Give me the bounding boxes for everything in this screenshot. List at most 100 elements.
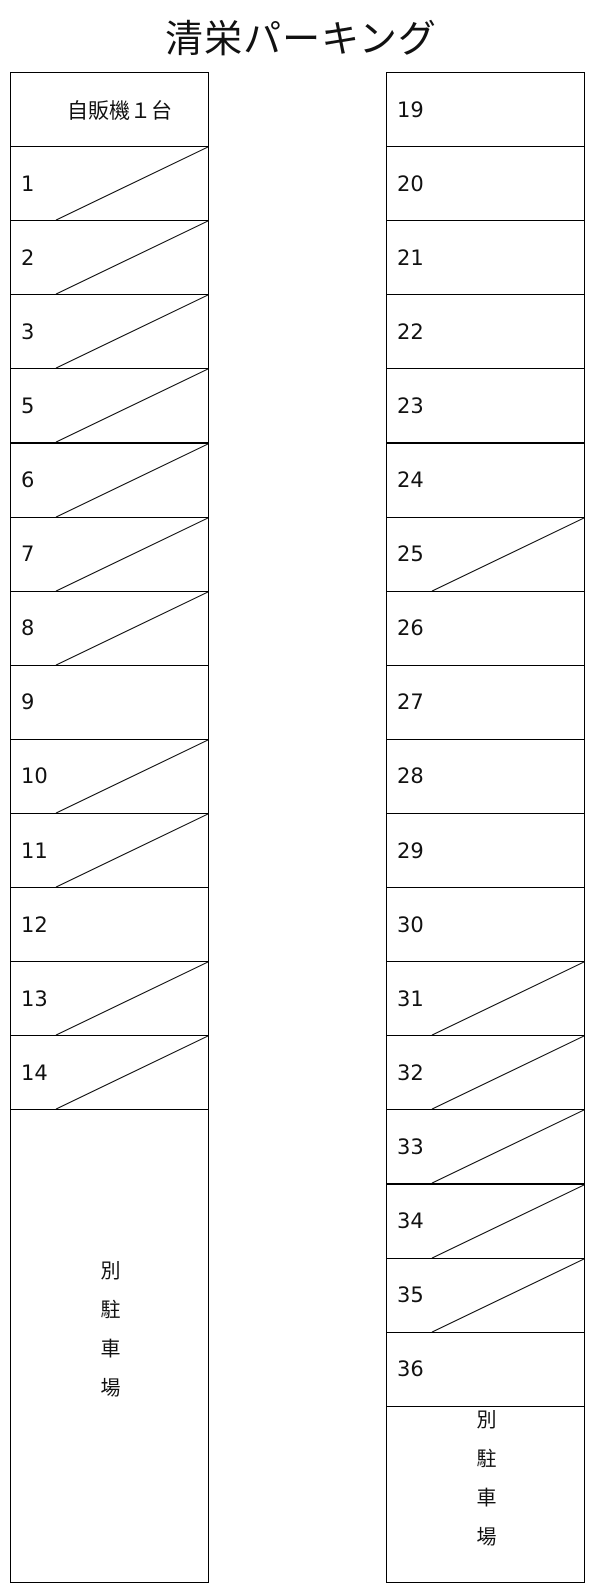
- parking-slot[interactable]: 11: [10, 813, 209, 889]
- slot-number: 31: [397, 986, 424, 1011]
- parking-slot[interactable]: 29: [386, 813, 585, 889]
- parking-slot[interactable]: 32: [386, 1035, 585, 1111]
- annex-parking-area: 別駐車場: [386, 1405, 585, 1583]
- slash-line: [55, 147, 208, 221]
- page-title: 清栄パーキング: [165, 17, 437, 61]
- parking-slot[interactable]: 2: [10, 220, 209, 296]
- slash-line: [55, 443, 208, 517]
- occupied-slash-mark: [431, 1110, 584, 1184]
- occupied-slash-mark: [55, 591, 208, 665]
- parking-slot[interactable]: 13: [10, 961, 209, 1037]
- occupied-slash-mark: [431, 1184, 584, 1258]
- parking-slot[interactable]: 26: [386, 590, 585, 666]
- slot-number: 8: [21, 616, 35, 641]
- slash-line: [55, 591, 208, 665]
- parking-slot[interactable]: 6: [10, 442, 209, 518]
- occupied-slash-mark: [55, 443, 208, 517]
- occupied-slash-mark: [55, 1036, 208, 1110]
- occupied-slash-mark: [431, 1036, 584, 1110]
- occupied-slash-mark: [55, 221, 208, 295]
- occupied-slash-mark: [55, 369, 208, 443]
- annex-parking-area: 別駐車場: [10, 1109, 209, 1583]
- slot-number: 33: [397, 1134, 424, 1159]
- slash-line: [55, 517, 208, 591]
- slot-number: 32: [397, 1060, 424, 1085]
- parking-slot[interactable]: 10: [10, 738, 209, 814]
- parking-slot[interactable]: 7: [10, 516, 209, 592]
- slot-number: 35: [397, 1283, 424, 1308]
- slash-line: [55, 369, 208, 443]
- slash-line: [431, 1110, 584, 1184]
- occupied-slash-mark: [431, 517, 584, 591]
- slot-number: 24: [397, 468, 424, 493]
- slash-line: [55, 739, 208, 813]
- parking-slot[interactable]: 30: [386, 887, 585, 963]
- occupied-slash-mark: [55, 517, 208, 591]
- annex-label: 別駐車場: [473, 1408, 497, 1565]
- vending-machine-cell: 自販機１台: [10, 72, 209, 148]
- slot-number: 22: [397, 319, 424, 344]
- parking-slot[interactable]: 8: [10, 590, 209, 666]
- slot-number: 12: [21, 912, 48, 937]
- slot-number: 1: [21, 171, 35, 196]
- slot-number: 29: [397, 838, 424, 863]
- occupied-slash-mark: [55, 295, 208, 369]
- slot-number: 9: [21, 690, 35, 715]
- parking-slot[interactable]: 9: [10, 664, 209, 740]
- slot-number: 6: [21, 468, 35, 493]
- slot-number: 21: [397, 245, 424, 270]
- parking-slot[interactable]: 24: [386, 442, 585, 518]
- slash-line: [55, 962, 208, 1036]
- parking-slot[interactable]: 33: [386, 1109, 585, 1185]
- slot-number: 7: [21, 542, 35, 567]
- parking-slot[interactable]: 14: [10, 1035, 209, 1111]
- occupied-slash-mark: [55, 962, 208, 1036]
- parking-slot[interactable]: 5: [10, 368, 209, 444]
- slash-line: [431, 1184, 584, 1258]
- slash-line: [55, 1036, 208, 1110]
- vending-machine-label: 自販機１台: [67, 98, 172, 123]
- parking-slot[interactable]: 36: [386, 1331, 585, 1407]
- slash-line: [431, 517, 584, 591]
- slash-line: [431, 1036, 584, 1110]
- slot-number: 14: [21, 1060, 48, 1085]
- slash-line: [431, 962, 584, 1036]
- annex-label: 別駐車場: [97, 1260, 121, 1417]
- slot-number: 26: [397, 616, 424, 641]
- slot-number: 36: [397, 1357, 424, 1382]
- parking-slot[interactable]: 27: [386, 664, 585, 740]
- slot-number: 30: [397, 912, 424, 937]
- parking-slot[interactable]: 23: [386, 368, 585, 444]
- slot-number: 20: [397, 171, 424, 196]
- parking-slot[interactable]: 22: [386, 294, 585, 370]
- parking-slot[interactable]: 25: [386, 516, 585, 592]
- slot-number: 27: [397, 690, 424, 715]
- slot-number: 25: [397, 542, 424, 567]
- occupied-slash-mark: [431, 962, 584, 1036]
- parking-slot[interactable]: 1: [10, 146, 209, 222]
- parking-slot[interactable]: 31: [386, 961, 585, 1037]
- parking-slot[interactable]: 3: [10, 294, 209, 370]
- slot-number: 5: [21, 393, 35, 418]
- parking-slot[interactable]: 28: [386, 738, 585, 814]
- slot-number: 11: [21, 838, 48, 863]
- slot-number: 2: [21, 245, 35, 270]
- parking-slot[interactable]: 34: [386, 1183, 585, 1259]
- slot-number: 10: [21, 764, 48, 789]
- slash-line: [55, 295, 208, 369]
- slot-number: 19: [397, 97, 424, 122]
- slot-number: 13: [21, 986, 48, 1011]
- slash-line: [55, 221, 208, 295]
- parking-slot[interactable]: 12: [10, 887, 209, 963]
- parking-slot[interactable]: 21: [386, 220, 585, 296]
- slot-number: 3: [21, 319, 35, 344]
- parking-slot[interactable]: 20: [386, 146, 585, 222]
- occupied-slash-mark: [55, 739, 208, 813]
- occupied-slash-mark: [431, 1258, 584, 1332]
- parking-slot[interactable]: 35: [386, 1257, 585, 1333]
- slot-number: 34: [397, 1209, 424, 1234]
- slot-number: 28: [397, 764, 424, 789]
- occupied-slash-mark: [55, 147, 208, 221]
- occupied-slash-mark: [55, 814, 208, 888]
- parking-slot[interactable]: 19: [386, 72, 585, 148]
